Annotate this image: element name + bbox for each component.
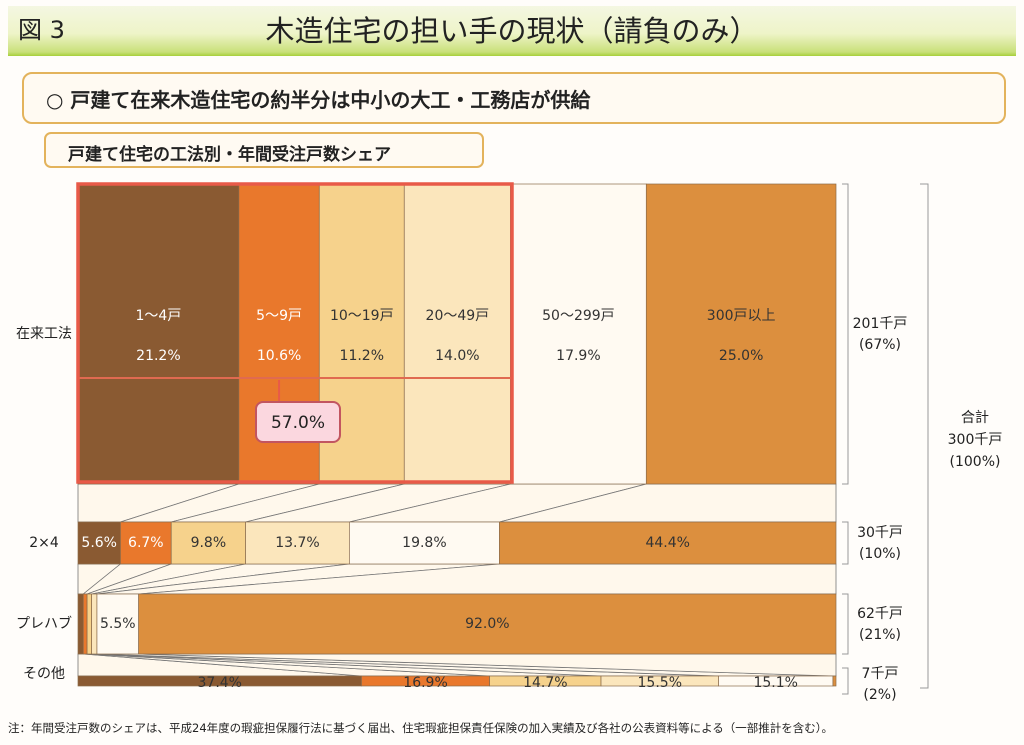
row-total: 30千戸 — [857, 525, 903, 541]
row-total: 62千戸 — [857, 606, 903, 622]
headline-box: ○ 戸建て在来木造住宅の約半分は中小の大工・工務店が供給 — [22, 72, 1006, 124]
bar-segment — [499, 521, 837, 565]
total-bracket — [842, 593, 849, 655]
data-label: 37.4% — [198, 675, 242, 691]
series-label: 1～4戸 — [136, 308, 182, 324]
data-label: 16.9% — [403, 675, 447, 691]
bar-segment — [77, 593, 84, 655]
category-label: 在来工法 — [16, 326, 72, 342]
category-label: 2×4 — [29, 535, 59, 551]
row-total: 7千戸 — [862, 666, 899, 682]
data-label: 15.5% — [638, 675, 682, 691]
data-label: 25.0% — [719, 348, 763, 364]
data-label: 5.6% — [81, 535, 117, 551]
bar-segment — [510, 183, 647, 485]
row-total-share: (10%) — [859, 546, 901, 562]
data-label: 92.0% — [465, 616, 509, 632]
callout-box — [255, 401, 341, 443]
category-label: その他 — [23, 666, 65, 682]
data-label: 13.7% — [275, 535, 319, 551]
figure-number: 図 3 — [18, 16, 65, 44]
bar-segment — [77, 183, 240, 485]
data-label: 5.5% — [100, 616, 136, 632]
series-label: 300戸以上 — [707, 308, 776, 324]
bar-segment — [91, 593, 98, 655]
data-label: 17.9% — [556, 348, 600, 364]
subtitle-box: 戸建て住宅の工法別・年間受注戸数シェア — [44, 132, 484, 168]
data-label: 10.6% — [257, 348, 301, 364]
series-label: 10～19戸 — [330, 308, 394, 324]
bar-segment — [645, 183, 837, 485]
data-label: 19.8% — [402, 535, 446, 551]
series-label: 5～9戸 — [256, 308, 302, 324]
total-bracket — [842, 521, 849, 565]
chart-subtitle: 戸建て住宅の工法別・年間受注戸数シェア — [68, 145, 391, 165]
row-total-share: (2%) — [863, 687, 896, 703]
data-label: 6.7% — [128, 535, 164, 551]
row-total: 201千戸 — [853, 316, 908, 332]
bar-segment — [138, 593, 837, 655]
bar-segment — [86, 593, 92, 655]
grand-total-label: 300千戸 — [948, 432, 1003, 448]
figure-title: 木造住宅の担い手の現状（請負のみ） — [265, 14, 759, 48]
row-total-share: (21%) — [859, 627, 901, 643]
callout-label: 57.0% — [271, 413, 325, 433]
bar-segment — [832, 675, 837, 687]
data-label: 21.2% — [136, 348, 180, 364]
data-label: 14.0% — [435, 348, 479, 364]
grand-total-label: (100%) — [950, 454, 1001, 470]
data-label: 14.7% — [523, 675, 567, 691]
category-label: プレハブ — [16, 615, 72, 632]
series-label: 20～49戸 — [426, 308, 490, 324]
bar-segment — [403, 183, 511, 485]
footnote: 注：年間受注戸数のシェアは、平成24年度の瑕疵担保履行法に基づく届出、住宅瑕疵担… — [8, 721, 834, 735]
headline: ○ 戸建て在来木造住宅の約半分は中小の大工・工務店が供給 — [46, 88, 591, 112]
grand-total-label: 合計 — [961, 410, 989, 426]
series-label: 50～299戸 — [542, 308, 615, 324]
row-total-share: (67%) — [859, 337, 901, 353]
title-bar — [8, 6, 1016, 56]
bar-segment — [245, 521, 350, 565]
bar-segment — [349, 521, 500, 565]
total-bracket — [842, 667, 849, 695]
highlight-box — [76, 182, 514, 484]
data-label: 11.2% — [340, 348, 384, 364]
bar-segment — [96, 593, 139, 655]
data-label: 15.1% — [753, 675, 797, 691]
data-label: 44.4% — [645, 535, 689, 551]
total-bracket — [842, 183, 849, 485]
data-label: 9.8% — [191, 535, 227, 551]
bar-segment — [82, 593, 88, 655]
grand-total-bracket — [920, 183, 929, 689]
bar-segment — [170, 521, 246, 565]
